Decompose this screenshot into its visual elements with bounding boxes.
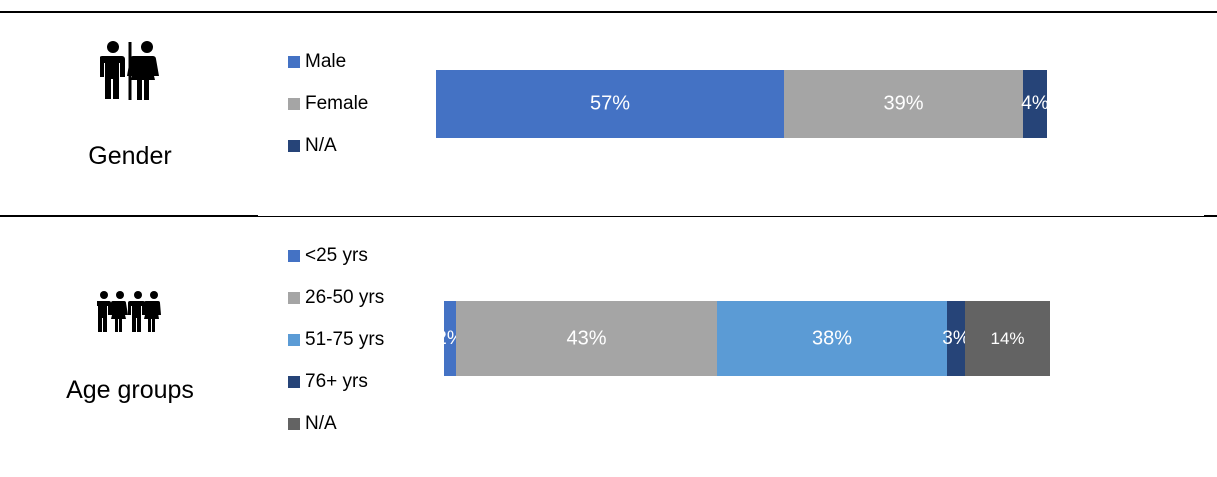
data-label: 43% [566,327,607,349]
data-label: 57% [589,92,631,115]
legend-label: 26-50 yrs [305,287,385,308]
bar-segment-2: 43% [456,301,717,376]
legend-label: N/A [305,135,337,156]
legend-label: 51-75 yrs [305,329,385,350]
legend-label: Male [305,51,347,72]
legend-item-male: Male [288,50,346,74]
bar-segment-3: 38% [717,301,947,376]
male-female-restroom-icon [100,41,159,100]
bar-segment-1: 57% [436,70,784,138]
legend-item-26-50: 26-50 yrs [288,286,384,310]
legend-label: <25 yrs [305,245,368,266]
gender-stacked-bar: 57% 39% 4% [436,70,1049,138]
bar-segment-5: 14% [965,301,1050,376]
gender-title: Gender [88,142,172,170]
age-stacked-bar: 2% 43% 38% 3% 14% [436,301,1050,376]
legend-item-na: N/A [288,412,337,436]
data-label: 14% [990,328,1025,348]
legend-swatch [288,292,300,304]
legend-item-female: Female [288,92,368,116]
bar-segment-4: 3% [942,301,970,376]
legend-swatch [288,418,300,430]
family-group-icon [97,291,161,332]
legend-swatch [288,140,300,152]
top-divider [0,11,1217,13]
legend-label: Female [305,93,369,114]
legend-swatch [288,98,300,110]
bar-segment-2: 39% [784,70,1023,138]
bar-segment-1: 2% [436,301,464,376]
legend-swatch [288,334,300,346]
middle-divider-end [1204,215,1217,217]
legend-item-under-25: <25 yrs [288,244,368,268]
middle-divider-left [0,215,258,217]
bar-segment-3: 4% [1021,70,1049,138]
data-label: 3% [942,327,970,349]
data-label: 39% [883,92,924,115]
legend-label: N/A [305,413,337,434]
data-label: 38% [811,327,853,349]
legend-swatch [288,56,300,68]
legend-swatch [288,250,300,262]
middle-divider-right [258,216,1204,217]
legend-item-76-plus: 76+ yrs [288,370,368,394]
age-title: Age groups [66,376,194,404]
legend-swatch [288,376,300,388]
data-label: 4% [1021,93,1049,114]
legend-label: 76+ yrs [305,371,368,392]
legend-item-na: N/A [288,134,337,158]
legend-item-51-75: 51-75 yrs [288,328,384,352]
